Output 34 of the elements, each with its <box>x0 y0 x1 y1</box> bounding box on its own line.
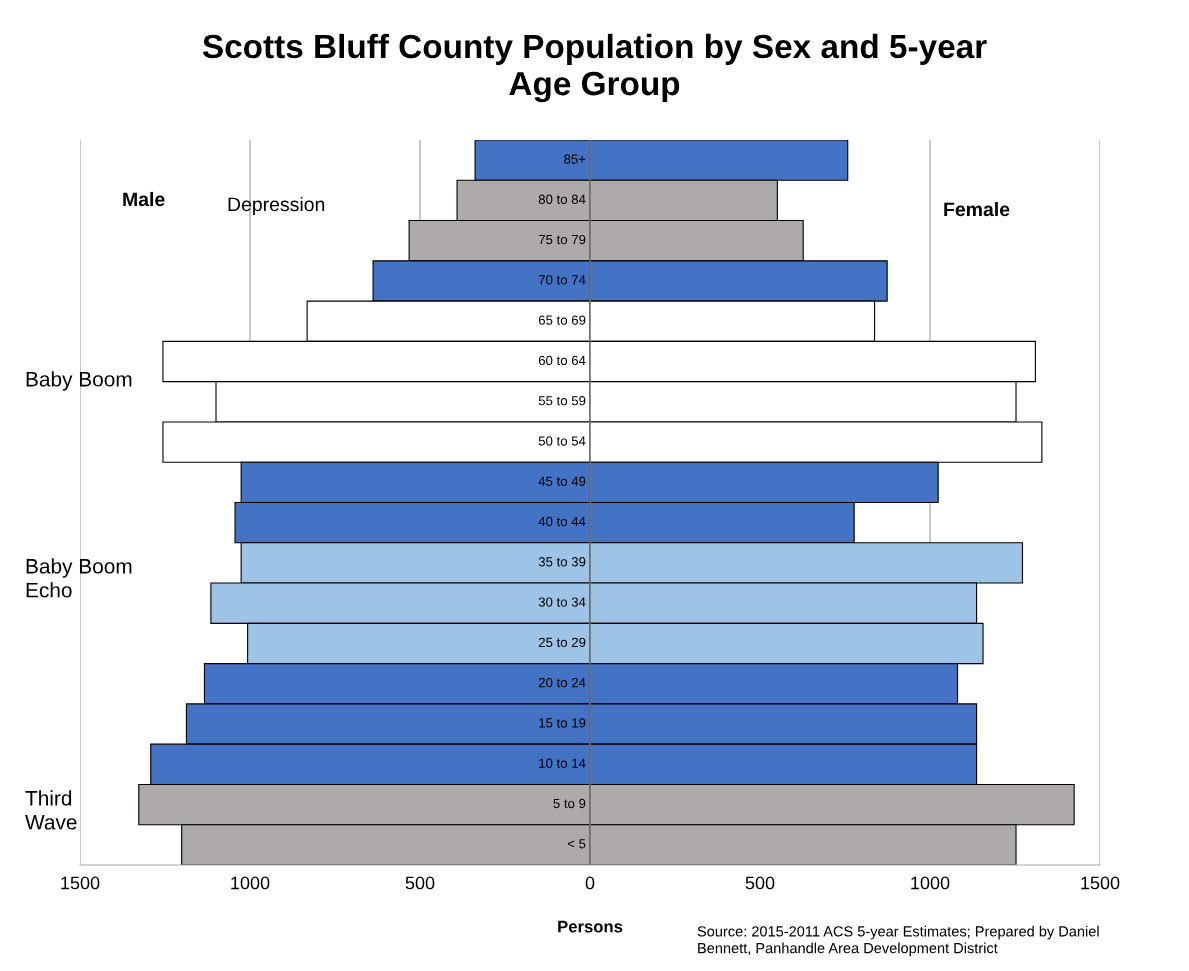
y-tick-label: 85+ <box>564 154 586 164</box>
x-tick-label: 1500 <box>61 876 100 890</box>
annotation: Baby Boom <box>26 371 132 391</box>
y-tick-label: 70 to 74 <box>538 275 586 285</box>
x-axis-title: Persons <box>558 920 623 933</box>
chart-title: Scotts Bluff County Population by Sex and 5-year Age Group <box>202 33 987 103</box>
y-tick-label: 25 to 29 <box>538 637 586 648</box>
y-tick-label: 65 to 69 <box>538 315 586 325</box>
annotation: Depression <box>228 196 325 216</box>
x-tick-label: 1000 <box>231 876 270 890</box>
y-tick-label: 15 to 19 <box>539 718 586 728</box>
x-tick-label: 0 <box>585 876 595 890</box>
annotation: Female <box>944 201 1010 217</box>
text: Third Wave <box>25 790 77 830</box>
y-tick-label: 60 to 64 <box>538 355 586 366</box>
x-tick-label: 1000 <box>911 876 950 890</box>
y-tick-label: 35 to 39 <box>538 557 586 567</box>
y-tick-label: 10 to 14 <box>539 758 586 768</box>
annotation: Male <box>123 191 165 207</box>
y-tick-label: 75 to 79 <box>538 234 586 245</box>
source-note: Source: 2015-2011 ACS 5-year Estimates; Prepared by Daniel Bennett, Panhandle Area Development District <box>697 925 1099 957</box>
y-tick-label: 55 to 59 <box>538 396 586 406</box>
y-tick-label: < 5 <box>567 839 586 849</box>
y-tick-label: 50 to 54 <box>538 436 586 446</box>
y-tick-label: 45 to 49 <box>538 476 586 486</box>
annotation: Baby Boom Echo <box>26 558 132 598</box>
y-tick-label: 20 to 24 <box>538 677 586 688</box>
x-tick-label: 500 <box>405 876 435 890</box>
y-tick-label: 40 to 44 <box>538 516 586 527</box>
y-tick-label: 80 to 84 <box>538 194 586 204</box>
x-tick-label: 1500 <box>1081 876 1120 890</box>
y-tick-label: 5 to 9 <box>553 798 586 809</box>
x-tick-label: 500 <box>745 876 775 890</box>
y-tick-label: 30 to 34 <box>538 597 586 607</box>
